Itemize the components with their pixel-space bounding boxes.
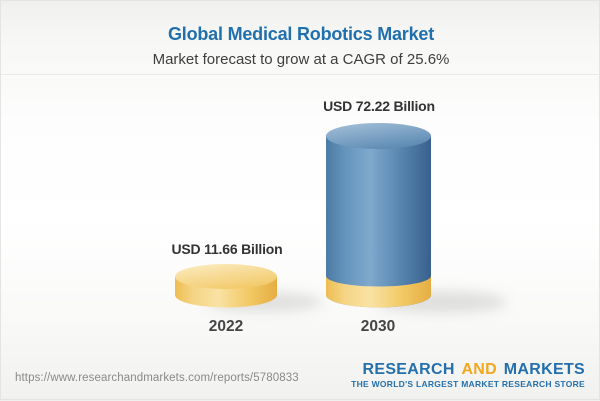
bar-2030-base-segment: [326, 276, 431, 308]
logo-wordmark: RESEARCH AND MARKETS: [351, 361, 585, 378]
value-label-2022: USD 11.66 Billion: [171, 241, 283, 257]
bar-2022-cylinder: [175, 264, 277, 308]
bar-2030-top-face: [326, 123, 431, 149]
research-and-markets-logo: RESEARCH AND MARKETS THE WORLD'S LARGEST…: [351, 361, 585, 389]
chart-title: Global Medical Robotics Market: [167, 24, 435, 44]
header-divider: [1, 74, 600, 75]
bar-2030-blue-body: [326, 136, 431, 308]
category-label-2030: 2030: [360, 318, 396, 335]
logo-tagline: THE WORLD'S LARGEST MARKET RESEARCH STOR…: [351, 379, 585, 389]
chart-subtitle: Market forecast to grow at a CAGR of 25.…: [152, 51, 450, 68]
logo-word-and: AND: [461, 361, 498, 378]
logo-word-markets: MARKETS: [503, 361, 585, 378]
logo-word-research: RESEARCH: [362, 361, 455, 378]
chart-header: Global Medical Robotics Market Market fo…: [1, 23, 600, 69]
report-url[interactable]: https://www.researchandmarkets.com/repor…: [15, 372, 299, 384]
category-label-2022: 2022: [208, 318, 244, 335]
bar-2030-cylinder: [326, 123, 431, 308]
value-label-2030: USD 72.22 Billion: [323, 98, 435, 114]
